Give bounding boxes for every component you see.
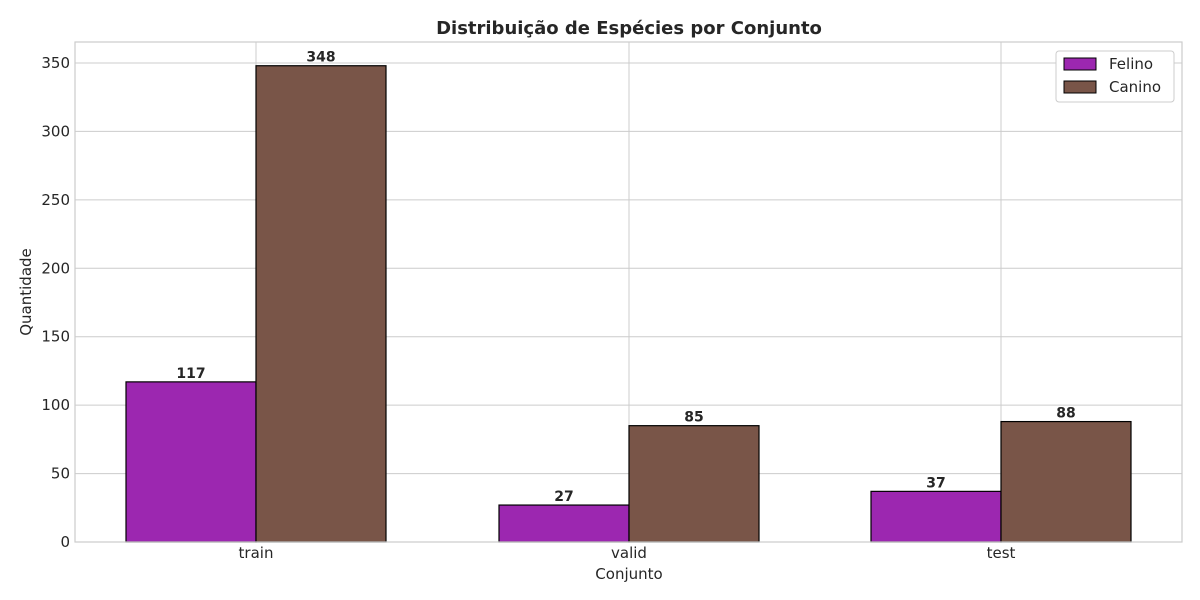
bar-value-labels: 117 27 37 348 85 88 [176,50,1075,505]
x-tick-label-valid: valid [611,544,647,562]
plot-frame [74,41,1183,543]
y-tick-label: 50 [51,465,70,483]
legend-label-canino: Canino [1109,78,1161,96]
bar-felino-test [870,490,1002,543]
bar-value-label: 348 [306,50,335,66]
y-tick-label: 300 [41,122,70,140]
y-tick-label: 250 [41,191,70,209]
bar-value-label: 37 [926,475,945,491]
chart-title: Distribuição de Espécies por Conjunto [436,18,822,39]
bar-value-label: 85 [684,410,703,426]
y-axis-label: Quantidade [17,248,35,336]
legend-swatch-canino [1063,80,1097,94]
legend-label-felino: Felino [1109,55,1153,73]
y-tick-label: 350 [41,54,70,72]
y-axis-ticks: 0 50 100 150 200 250 300 350 [41,54,70,551]
x-axis-ticks: train valid test [239,544,1016,562]
x-axis-label: Conjunto [595,565,662,583]
bar-canino-valid [628,425,760,543]
bar-value-label: 117 [176,366,205,382]
x-tick-label-train: train [239,544,274,562]
bar-felino-valid [498,504,630,543]
x-tick-label-test: test [987,544,1016,562]
bar-canino-test [1000,420,1132,543]
bar-canino-train [255,65,387,543]
bar-value-label: 27 [554,489,573,505]
legend: Felino Canino [1055,50,1175,103]
y-tick-label: 200 [41,259,70,277]
y-tick-label: 0 [60,533,70,551]
bar-felino-train [125,381,257,543]
legend-swatch-felino [1063,57,1097,71]
y-tick-label: 100 [41,396,70,414]
bar-value-label: 88 [1056,406,1075,422]
y-tick-label: 150 [41,328,70,346]
